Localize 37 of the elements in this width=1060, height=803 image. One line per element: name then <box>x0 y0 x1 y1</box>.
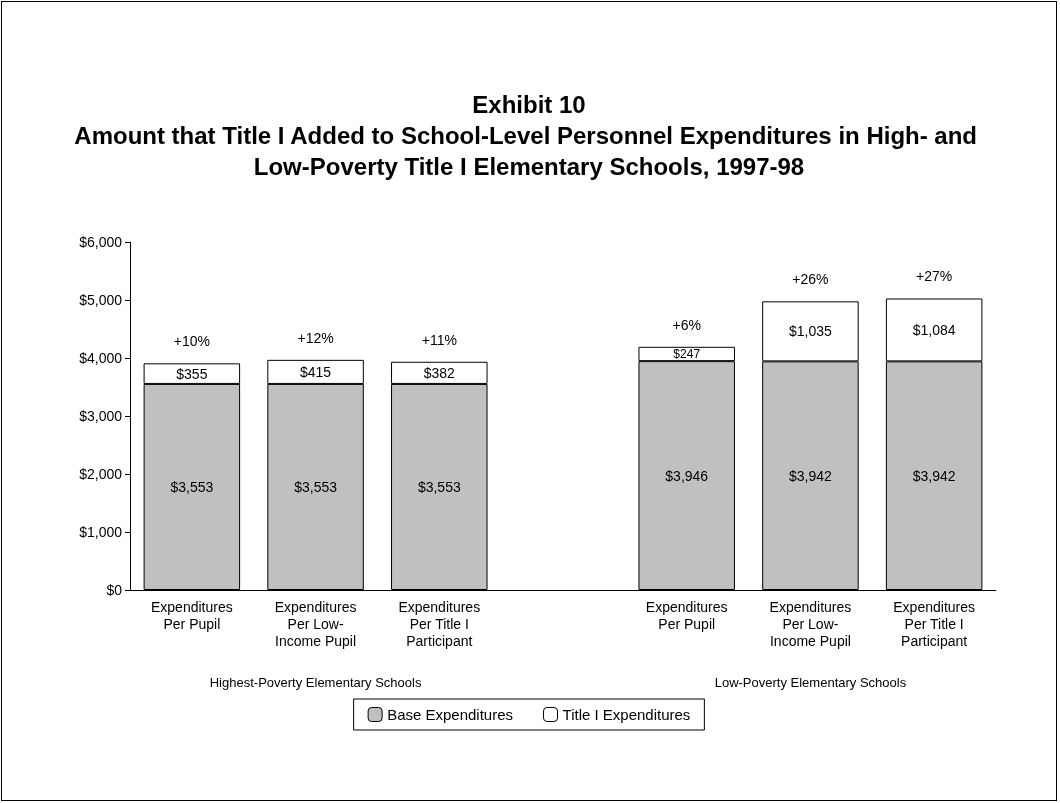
y-tick-label: $4,000 <box>79 350 123 366</box>
data-label: $3,553 <box>170 478 214 495</box>
data-label: $3,553 <box>294 478 338 495</box>
x-tick-label: Expenditures Per Title I Participant <box>893 598 975 649</box>
y-tick-label: $0 <box>106 582 123 598</box>
data-label: $247 <box>673 346 701 361</box>
x-tick-label: Expenditures Per Title I Participant <box>398 598 481 649</box>
data-label: $1,035 <box>789 323 833 340</box>
data-label: $355 <box>176 365 208 382</box>
data-label: $3,553 <box>417 478 461 495</box>
data-label: $3,942 <box>912 467 956 484</box>
legend-label: Title I Expenditures <box>562 706 691 723</box>
data-label: $415 <box>299 363 332 380</box>
data-label: $3,942 <box>789 467 833 484</box>
x-tick-label: Expenditures Per Low- Income Pupil <box>274 598 357 649</box>
annotation: +6% <box>672 316 701 333</box>
annotation: +27% <box>916 268 953 285</box>
data-label: $1,084 <box>912 321 956 338</box>
legend-label: Base Expenditures <box>387 706 514 723</box>
data-label: $3,946 <box>665 467 709 484</box>
chart-title: Exhibit 10 <box>472 90 586 118</box>
y-tick-label: $1,000 <box>79 524 123 540</box>
x-tick-label: Expenditures Per Low- Income Pupil <box>769 598 852 649</box>
text: Low-Poverty Elementary Schools <box>714 674 907 690</box>
annotation: +11% <box>421 331 457 348</box>
y-tick-label: $2,000 <box>79 466 123 482</box>
y-tick-label: $6,000 <box>79 234 123 250</box>
y-tick-label: $5,000 <box>79 292 123 308</box>
annotation: +12% <box>297 329 334 346</box>
data-label: $382 <box>423 364 456 381</box>
annotation: +26% <box>792 271 829 288</box>
chart-subtitle: Amount that Title I Added to School-Level Personnel Expenditures in High- and Low-Poverty Title I Elementary Schools, 1997-98 <box>74 122 984 180</box>
x-tick-label: Expenditures Per Pupil <box>645 598 728 632</box>
x-tick-label: Expenditures Per Pupil <box>151 598 233 632</box>
annotation: +10% <box>173 333 210 350</box>
y-tick-label: $3,000 <box>79 408 123 424</box>
text: Highest-Poverty Elementary Schools <box>209 674 422 690</box>
